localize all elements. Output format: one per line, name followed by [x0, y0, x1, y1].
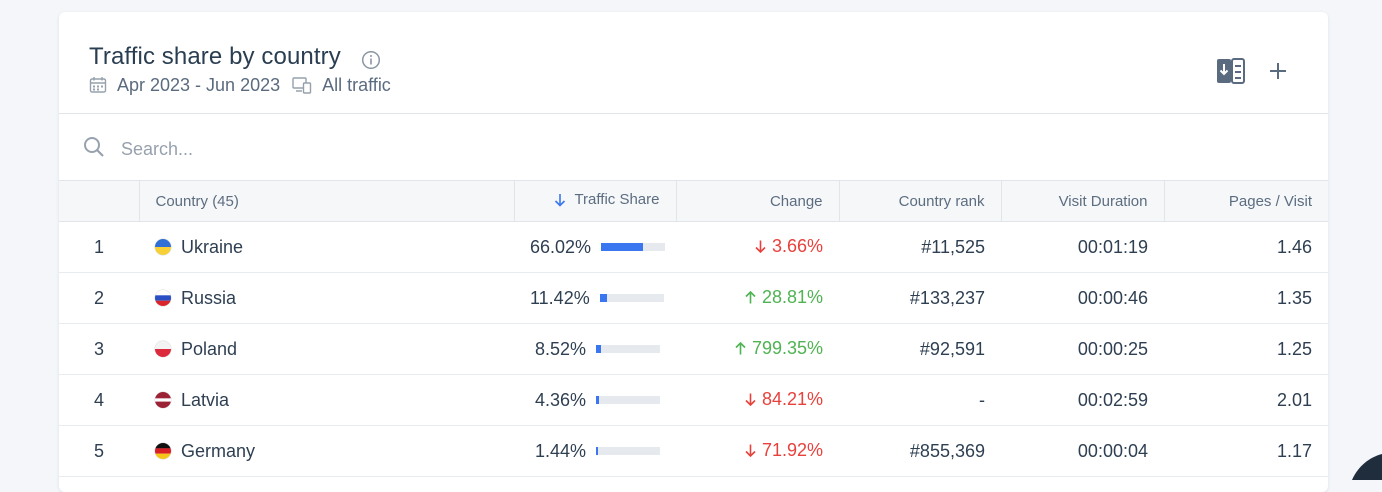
change-value: 3.66% — [771, 236, 823, 256]
country-name[interactable]: Latvia — [181, 389, 230, 410]
country-name[interactable]: Poland — [181, 338, 238, 359]
change-column-header[interactable]: Change — [675, 180, 839, 222]
country-name[interactable]: Ukraine — [181, 236, 244, 257]
traffic-share-column-label: Traffic Share — [574, 191, 660, 208]
country-rank-value: #11,525 — [921, 236, 985, 257]
ukraine-flag-icon — [155, 238, 171, 255]
row-rank: 2 — [93, 287, 104, 308]
info-icon[interactable] — [361, 50, 381, 75]
country-column-label: Country (45) — [155, 192, 239, 210]
traffic-share-column-header[interactable]: Traffic Share — [513, 180, 676, 222]
arrow-up-icon — [745, 291, 756, 304]
arrow-down-icon — [745, 393, 756, 406]
widget-meta: Apr 2023 - Jun 2023 All traffic — [89, 74, 391, 96]
poland-flag-icon — [155, 340, 171, 357]
widget-actions — [1216, 56, 1288, 86]
arrow-up-icon — [735, 342, 746, 355]
change-value: 28.81% — [761, 287, 823, 307]
visit-duration-column-header[interactable]: Visit Duration — [1000, 180, 1164, 222]
traffic-share-cell: 1.44% — [514, 426, 676, 477]
visit-duration-value: 00:00:25 — [1077, 338, 1148, 359]
change-cell: 84.21% — [676, 375, 839, 426]
traffic-share-bar — [596, 345, 660, 353]
change-value: 71.92% — [761, 440, 823, 460]
traffic-share-value: 1.44% — [534, 440, 586, 461]
row-rank: 5 — [93, 440, 104, 461]
germany-flag-icon — [155, 442, 171, 459]
change-value: 799.35% — [751, 338, 823, 358]
header-divider — [59, 113, 1328, 114]
sort-descending-icon — [554, 193, 566, 211]
traffic-share-bar — [596, 396, 660, 404]
country-rank-column-header[interactable]: Country rank — [838, 180, 1001, 222]
pages-visit-value: 1.17 — [1276, 440, 1312, 461]
arrow-down-icon — [755, 240, 766, 253]
table-row[interactable]: 5 Germany 1.44% 71.92% #855,369 00:00:04 1.17 — [59, 426, 1328, 477]
date-range-label: Apr 2023 - Jun 2023 — [117, 74, 281, 95]
excel-export-icon[interactable] — [1216, 56, 1246, 86]
change-cell: 799.35% — [676, 324, 839, 375]
pages-visit-column-header[interactable]: Pages / Visit — [1163, 180, 1328, 222]
row-rank: 3 — [93, 338, 104, 359]
widget-title: Traffic share by country — [89, 43, 341, 70]
row-rank: 4 — [93, 389, 104, 410]
country-cell[interactable]: Poland — [139, 324, 514, 375]
country-name[interactable]: Russia — [181, 287, 237, 308]
traffic-share-cell: 8.52% — [514, 324, 676, 375]
country-cell[interactable]: Ukraine — [139, 222, 514, 273]
country-cell[interactable]: Russia — [139, 273, 514, 324]
country-column-header[interactable]: Country (45) — [138, 180, 514, 222]
visit-duration-value: 00:00:04 — [1077, 440, 1148, 461]
search-bar — [59, 114, 1328, 181]
country-rank-value: #133,237 — [909, 287, 985, 308]
traffic-share-value: 11.42% — [530, 287, 590, 308]
arrow-down-icon — [745, 444, 756, 457]
country-rank-value: #855,369 — [909, 440, 985, 461]
traffic-share-value: 66.02% — [530, 236, 592, 257]
widget-header: Traffic share by country Apr 2023 - Jun … — [59, 12, 1328, 114]
traffic-share-cell: 66.02% — [514, 222, 676, 273]
rank-column-header — [59, 180, 139, 222]
pages-visit-value: 1.25 — [1276, 338, 1312, 359]
search-icon — [83, 136, 105, 163]
change-cell: 3.66% — [676, 222, 839, 273]
table-row[interactable]: 3 Poland 8.52% 799.35% #92,591 00:00:25 1.25 — [59, 324, 1328, 375]
traffic-share-bar — [596, 447, 660, 455]
search-input[interactable] — [119, 134, 823, 164]
country-cell[interactable]: Latvia — [139, 375, 514, 426]
devices-icon — [292, 76, 312, 94]
traffic-share-bar — [601, 243, 666, 251]
traffic-share-cell: 4.36% — [514, 375, 676, 426]
change-cell: 71.92% — [676, 426, 839, 477]
change-cell: 28.81% — [676, 273, 839, 324]
traffic-share-bar — [599, 294, 664, 302]
country-cell[interactable]: Germany — [139, 426, 514, 477]
country-rank-value: - — [979, 389, 985, 410]
traffic-type-label: All traffic — [322, 74, 391, 95]
latvia-flag-icon — [155, 391, 171, 408]
pages-visit-value: 1.46 — [1276, 236, 1312, 257]
country-name[interactable]: Germany — [181, 440, 256, 461]
traffic-share-value: 4.36% — [534, 389, 586, 410]
table-row[interactable]: 2 Russia 11.42% 28.81% #133,237 00:00:46 1.35 — [59, 273, 1328, 324]
pages-visit-value: 2.01 — [1276, 389, 1312, 410]
pages-visit-value: 1.35 — [1276, 287, 1312, 308]
traffic-share-cell: 11.42% — [514, 273, 676, 324]
add-icon[interactable] — [1268, 61, 1288, 81]
table-header-row: Country (45) Traffic Share Change Countr… — [59, 180, 1328, 222]
country-rank-value: #92,591 — [919, 338, 985, 359]
change-value: 84.21% — [761, 389, 823, 409]
traffic-share-widget: Traffic share by country Apr 2023 - Jun … — [59, 12, 1328, 492]
table-row[interactable]: 4 Latvia 4.36% 84.21% - 00:02:59 2.01 — [59, 375, 1328, 426]
table-row[interactable]: 1 Ukraine 66.02% 3.66% #11,525 00:01:19 1.46 — [59, 222, 1328, 273]
row-rank: 1 — [93, 236, 104, 257]
corner-decoration — [1352, 454, 1382, 485]
russia-flag-icon — [155, 289, 171, 306]
country-table: Country (45) Traffic Share Change Countr… — [59, 180, 1328, 477]
traffic-share-value: 8.52% — [534, 338, 586, 359]
visit-duration-value: 00:00:46 — [1077, 287, 1148, 308]
visit-duration-value: 00:02:59 — [1077, 389, 1148, 410]
visit-duration-value: 00:01:19 — [1077, 236, 1148, 257]
calendar-icon — [89, 76, 107, 94]
